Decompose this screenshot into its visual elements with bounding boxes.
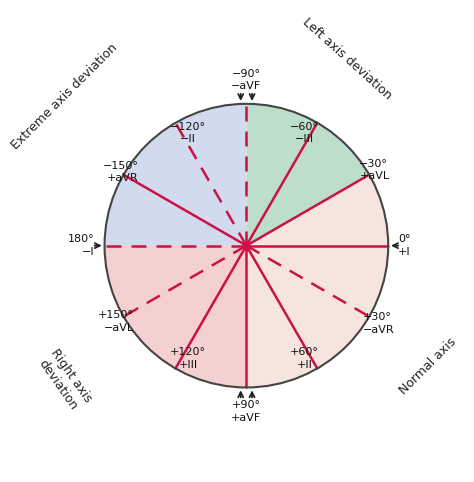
- Wedge shape: [105, 104, 246, 246]
- Wedge shape: [246, 174, 388, 388]
- Text: +150°
−aVL: +150° −aVL: [98, 310, 134, 333]
- Text: +60°
+II: +60° +II: [290, 347, 319, 370]
- Text: Extreme axis deviation: Extreme axis deviation: [9, 41, 120, 152]
- Text: 180°
−I: 180° −I: [68, 234, 95, 257]
- Text: +90°
+aVF: +90° +aVF: [231, 400, 262, 423]
- Text: −150°
+aVR: −150° +aVR: [103, 161, 138, 183]
- Text: −90°
−aVF: −90° −aVF: [231, 68, 262, 91]
- Text: 0°
+I: 0° +I: [398, 234, 411, 257]
- Text: Right axis
deviation: Right axis deviation: [35, 347, 94, 414]
- Text: Normal axis: Normal axis: [397, 335, 459, 397]
- Text: −60°
−III: −60° −III: [290, 122, 319, 144]
- Wedge shape: [105, 246, 246, 388]
- Text: −120°
−II: −120° −II: [170, 122, 206, 144]
- Text: +120°
+III: +120° +III: [170, 347, 206, 370]
- Text: Left axis deviation: Left axis deviation: [301, 15, 394, 102]
- Text: +30°
−aVR: +30° −aVR: [363, 312, 395, 335]
- Wedge shape: [246, 104, 369, 246]
- Text: −30°
+aVL: −30° +aVL: [359, 159, 390, 181]
